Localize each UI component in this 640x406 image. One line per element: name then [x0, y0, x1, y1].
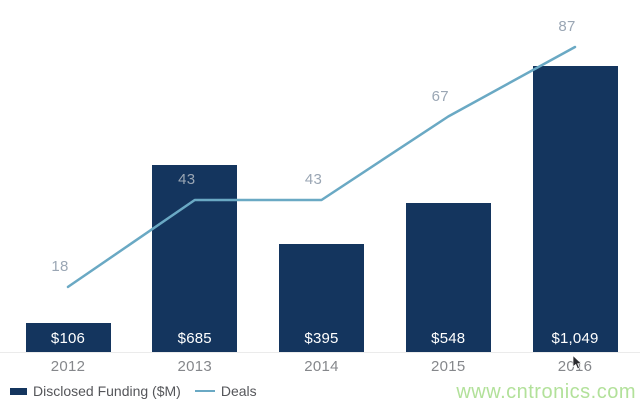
watermark: www.cntronics.com — [456, 381, 636, 403]
deals-point-label: 67 — [431, 87, 449, 105]
x-axis-label: 2015 — [430, 358, 466, 375]
x-axis-label: 2012 — [50, 358, 86, 375]
bar-2012: $106 — [25, 323, 111, 352]
bar-value-label: $685 — [177, 330, 212, 347]
deals-point-label: 43 — [304, 170, 323, 188]
bar-2015: $548 — [405, 203, 491, 352]
bar-2014: $395 — [279, 244, 364, 352]
x-axis-label: 2014 — [304, 358, 339, 375]
bar-value-label: $106 — [50, 330, 86, 347]
bar-value-label: $1,049 — [551, 330, 599, 347]
legend: Disclosed Funding ($M) Deals — [10, 383, 257, 399]
deals-legend-line-icon — [194, 390, 215, 392]
bar-2016: $1,049 — [532, 66, 618, 352]
deals-point-label: 43 — [178, 170, 196, 188]
bar-value-label: $395 — [304, 330, 339, 347]
x-axis-label: 2013 — [177, 358, 213, 375]
bar-2013: $685 — [152, 165, 238, 352]
x-axis-label: 2016 — [557, 358, 593, 375]
funding-legend-swatch-icon — [10, 387, 27, 395]
deals-point-label: 87 — [558, 18, 576, 35]
deals-point-label: 18 — [51, 257, 69, 275]
mouse-cursor-icon — [572, 355, 583, 370]
deals-legend-label: Deals — [220, 383, 257, 399]
funding-legend-label: Disclosed Funding ($M) — [33, 383, 181, 399]
bar-value-label: $548 — [431, 330, 466, 347]
x-axis-line — [0, 352, 640, 353]
